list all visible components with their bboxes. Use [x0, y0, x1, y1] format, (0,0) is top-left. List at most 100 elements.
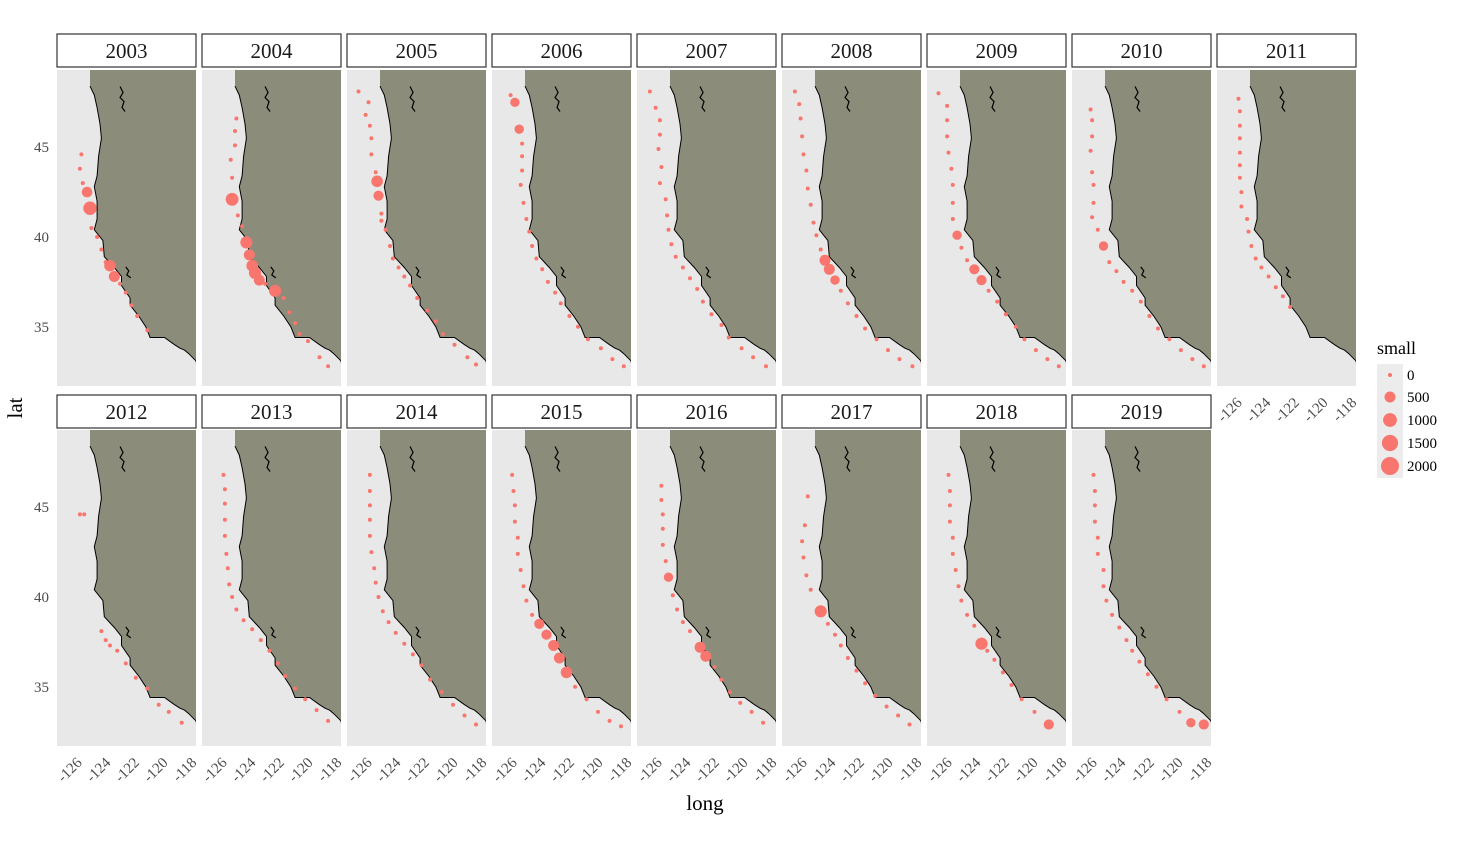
station-point [230, 175, 235, 180]
station-point [269, 284, 282, 297]
station-point [1239, 204, 1244, 209]
x-tick-label: -124 [1243, 395, 1274, 426]
land-area [1105, 430, 1211, 728]
station-point [1009, 683, 1014, 687]
x-tick-label: -126 [780, 755, 811, 786]
x-tick-label: -120 [141, 755, 172, 786]
land-area [380, 70, 486, 368]
station-point [520, 141, 525, 146]
station-point [663, 572, 674, 582]
station-point [663, 197, 668, 202]
station-point [804, 168, 809, 173]
coastline [1104, 445, 1211, 724]
facet-strip [56, 33, 197, 68]
sf-bay-outline [560, 266, 567, 279]
station-point [129, 303, 134, 308]
station-point [99, 247, 104, 252]
station-point [1138, 299, 1143, 304]
facet-strip-label: 2012 [106, 400, 148, 424]
station-point [709, 312, 714, 317]
station-point [233, 143, 237, 148]
x-tick-label: -124 [953, 755, 984, 786]
sf-bay-outline [270, 266, 277, 279]
station-point [619, 724, 623, 729]
station-point [1056, 364, 1061, 369]
x-tick-label: -122 [257, 755, 288, 786]
facet-panel: 2019 -126-124-122-120-118 [1070, 394, 1215, 786]
x-axis-title: long [686, 791, 724, 815]
station-point [1167, 337, 1172, 342]
station-point [1019, 697, 1024, 702]
station-point [610, 357, 615, 362]
x-tick-label: -122 [1127, 755, 1158, 786]
station-point [253, 274, 265, 286]
x-tick-label: -122 [1272, 395, 1303, 426]
station-point [680, 620, 685, 625]
x-tick-label: -122 [112, 755, 143, 786]
x-tick-label: -118 [1040, 755, 1070, 785]
station-point [959, 598, 964, 603]
station-point [1022, 337, 1027, 342]
station-point [376, 595, 381, 599]
station-point [1090, 118, 1095, 123]
station-point [1101, 568, 1106, 572]
station-point [739, 346, 744, 351]
station-point [534, 618, 545, 630]
station-point [1033, 348, 1038, 353]
station-point [367, 503, 372, 508]
station-point [1201, 364, 1206, 369]
land-area [815, 70, 921, 368]
station-point [811, 220, 816, 225]
sf-bay-outline [1140, 626, 1147, 639]
station-point [985, 648, 990, 653]
station-point [675, 607, 680, 612]
facet-strip [781, 394, 922, 429]
station-point [802, 523, 807, 528]
station-point [367, 517, 372, 522]
station-point [1245, 217, 1250, 221]
station-point [222, 487, 227, 492]
station-point [326, 718, 331, 723]
x-tick-label: -118 [1330, 395, 1360, 425]
facet-panels: 2003 35 40 45 2004 2005 2006 2007 2008 2009 2010 20… [34, 33, 1360, 786]
station-point [797, 102, 802, 107]
x-tick-label: -118 [750, 755, 780, 785]
x-tick-label: -118 [895, 755, 925, 785]
coastline [89, 85, 196, 364]
coastline [814, 85, 921, 364]
x-tick-label: -126 [345, 755, 376, 786]
station-point [947, 503, 952, 508]
station-point [524, 598, 529, 603]
station-point [80, 181, 85, 186]
station-point [669, 242, 674, 247]
facet-strip [636, 33, 777, 68]
x-tick-label: -120 [1301, 395, 1332, 426]
station-point [950, 200, 955, 205]
puget-sound-outline [699, 446, 706, 472]
coastline [89, 445, 196, 724]
station-point [804, 573, 809, 578]
legend-label: 0 [1407, 368, 1415, 384]
station-point [553, 652, 565, 664]
station-point [1280, 294, 1285, 299]
legend-key [1383, 413, 1397, 427]
station-point [801, 152, 806, 157]
station-point [814, 233, 819, 238]
facet-panel: 2008 [781, 33, 922, 386]
x-tick-label: -126 [635, 755, 666, 786]
puget-sound-outline [699, 86, 706, 112]
station-point [115, 648, 120, 653]
station-point [439, 690, 444, 695]
station-point [854, 668, 859, 673]
station-point [1154, 684, 1159, 689]
station-point [250, 627, 255, 632]
station-point [297, 331, 302, 336]
station-point [1088, 148, 1093, 153]
sf-bay-outline [415, 266, 422, 279]
station-point [1137, 659, 1142, 664]
x-tick-label: -126 [200, 755, 231, 786]
facet-strip-label: 2014 [396, 400, 439, 424]
station-point [118, 281, 123, 286]
station-point [749, 709, 754, 714]
station-point [800, 539, 805, 544]
